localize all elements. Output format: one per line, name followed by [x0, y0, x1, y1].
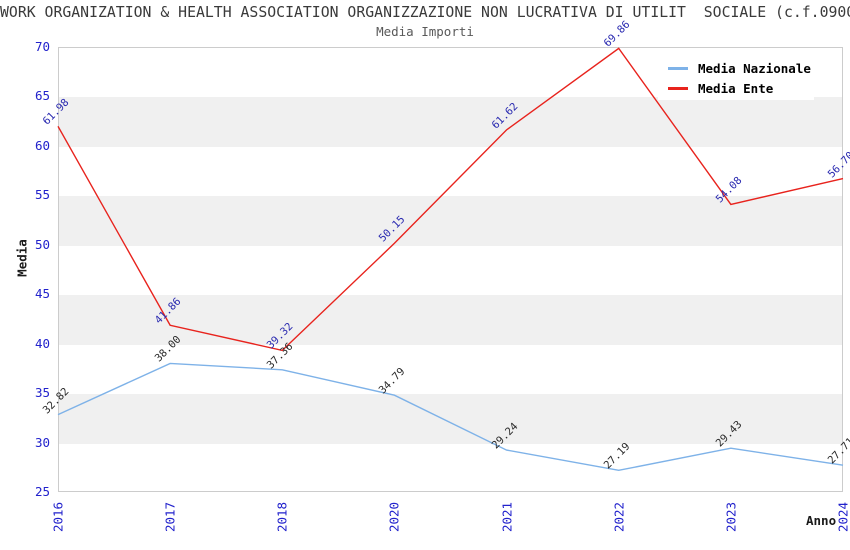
chart-subtitle: Media Importi: [376, 24, 474, 39]
legend-item: Media Ente: [668, 81, 814, 96]
plot-area: [58, 47, 843, 492]
y-tick-label: 35: [34, 385, 50, 401]
y-tick-label: 60: [34, 137, 50, 153]
legend: Media Nazionale Media Ente: [658, 56, 814, 100]
y-tick-label: 55: [34, 187, 50, 203]
y-tick-label: 25: [34, 484, 50, 499]
y-tick-label: 70: [34, 39, 50, 54]
legend-line-marker: [668, 86, 688, 90]
grid-band: [59, 196, 842, 246]
grid-band: [59, 97, 842, 147]
y-tick-label: 40: [34, 335, 50, 351]
y-tick-label: 30: [34, 434, 50, 450]
chart-title: WORK ORGANIZATION & HEALTH ASSOCIATION O…: [0, 4, 850, 21]
legend-label: Media Ente: [698, 80, 774, 96]
y-tick-label: 45: [34, 286, 50, 302]
y-tick-label: 50: [34, 236, 50, 252]
legend-label: Media Nazionale: [698, 60, 811, 76]
legend-line-marker: [668, 66, 688, 70]
x-axis-title: Anno: [806, 513, 837, 528]
y-tick-label: 65: [34, 88, 50, 104]
legend-item: Media Nazionale: [668, 61, 814, 76]
